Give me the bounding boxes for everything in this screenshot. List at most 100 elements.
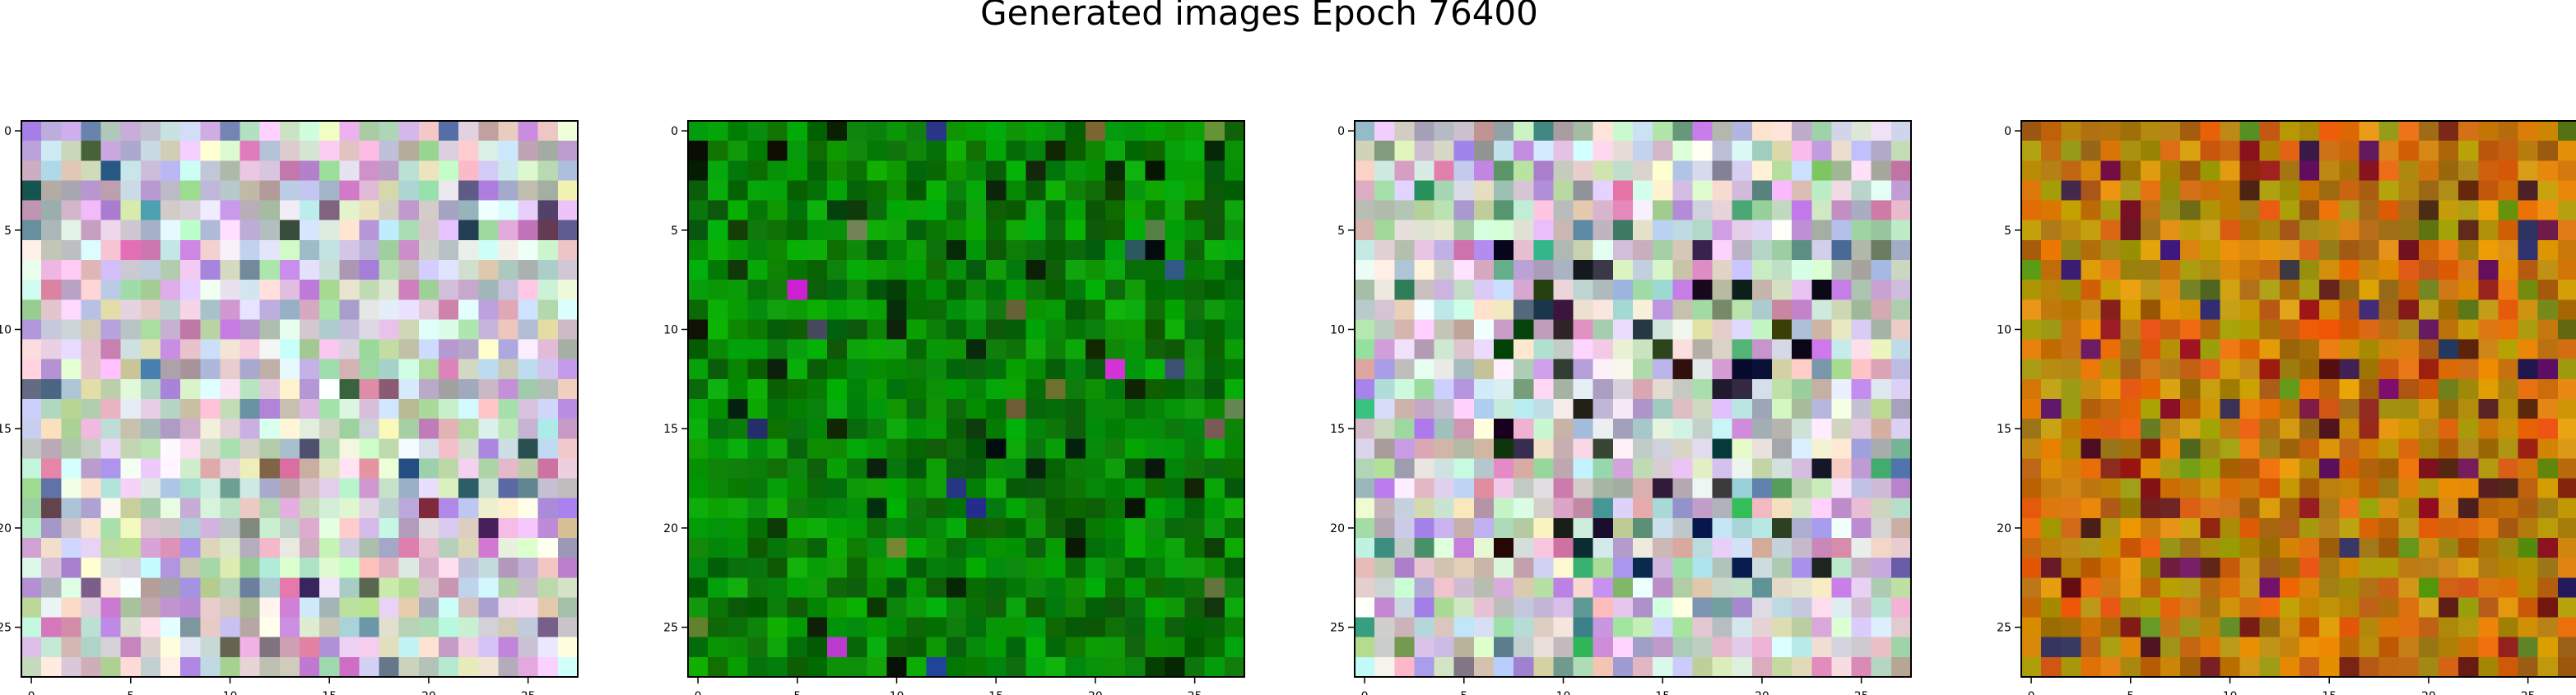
pixel — [886, 299, 908, 321]
pixel — [1204, 656, 1225, 678]
pixel — [867, 319, 888, 341]
pixel — [1473, 299, 1495, 321]
pixel — [100, 319, 122, 341]
pixel — [966, 399, 987, 419]
pixel — [1125, 160, 1146, 182]
x-tick-label: 25 — [1854, 690, 1869, 695]
pixel — [2021, 280, 2042, 300]
pixel — [478, 419, 500, 439]
pixel — [1025, 378, 1047, 400]
pixel — [1105, 656, 1126, 678]
pixel — [2418, 558, 2439, 578]
pixel — [1653, 339, 1673, 360]
pixel — [1672, 121, 1694, 141]
pixel — [1184, 558, 1206, 578]
pixel — [2478, 239, 2499, 261]
pixel — [1831, 319, 1853, 341]
pixel — [1184, 577, 1206, 599]
pixel — [220, 180, 241, 202]
pixel — [966, 419, 987, 439]
pixel — [180, 200, 201, 221]
pixel — [1374, 419, 1395, 439]
pixel — [61, 538, 82, 558]
pixel — [220, 577, 241, 599]
pixel — [1006, 538, 1027, 558]
pixel — [2200, 359, 2221, 380]
pixel — [180, 339, 201, 360]
pixel — [1025, 160, 1047, 182]
pixel — [2140, 200, 2161, 221]
pixel — [439, 200, 459, 221]
pixel — [1811, 637, 1833, 658]
pixel — [1653, 478, 1673, 499]
pixel — [1145, 558, 1166, 578]
pixel — [439, 378, 459, 400]
pixel — [827, 319, 848, 341]
pixel — [2418, 160, 2439, 182]
pixel — [2279, 200, 2300, 221]
pixel — [2061, 517, 2082, 539]
pixel — [1434, 438, 1455, 460]
pixel — [160, 498, 181, 519]
pixel — [1355, 597, 1375, 619]
pixel — [906, 359, 928, 380]
pixel — [1374, 200, 1395, 221]
pixel — [1224, 637, 1245, 658]
pixel — [1612, 498, 1634, 519]
pixel — [458, 538, 479, 558]
pixel — [1871, 558, 1892, 578]
pixel — [2081, 498, 2102, 519]
pixel — [2478, 478, 2499, 499]
pixel — [1204, 141, 1225, 161]
pixel — [1633, 299, 1653, 321]
pixel — [100, 419, 122, 439]
pixel — [498, 656, 519, 678]
pixel — [220, 399, 241, 419]
pixel — [747, 458, 769, 480]
pixel — [1772, 558, 1793, 578]
pixel — [1453, 359, 1475, 380]
pixel — [359, 160, 380, 182]
pixel — [926, 180, 947, 202]
pixel — [2100, 239, 2122, 261]
pixel — [300, 121, 320, 141]
pixel — [1065, 280, 1086, 300]
pixel — [767, 378, 788, 400]
pixel — [867, 597, 888, 619]
pixel — [1204, 200, 1225, 221]
pixel — [2518, 160, 2539, 182]
pixel — [946, 458, 967, 480]
pixel — [2279, 280, 2300, 300]
pixel — [439, 239, 459, 261]
pixel — [498, 280, 519, 300]
pixel — [1105, 378, 1126, 400]
pixel — [1025, 517, 1047, 539]
pixel — [2061, 597, 2082, 619]
pixel — [747, 280, 769, 300]
pixel — [708, 597, 728, 619]
pixel — [1890, 378, 1912, 400]
pixel — [966, 359, 987, 380]
pixel — [1204, 339, 1225, 360]
pixel — [41, 280, 62, 300]
pixel — [827, 478, 848, 499]
pixel — [498, 200, 519, 221]
pixel — [21, 378, 42, 400]
pixel — [1831, 597, 1853, 619]
pixel — [1772, 378, 1793, 400]
pixel — [1184, 339, 1206, 360]
pixel — [926, 538, 947, 558]
pixel — [986, 319, 1007, 341]
pixel — [1025, 260, 1047, 280]
pixel — [140, 339, 161, 360]
pixel — [2359, 378, 2380, 400]
pixel — [1145, 656, 1166, 678]
pixel — [1355, 160, 1375, 182]
pixel — [2398, 299, 2420, 321]
pixel — [2418, 220, 2439, 241]
pixel — [418, 399, 439, 419]
pixel — [1692, 656, 1713, 678]
pixel — [339, 299, 360, 321]
pixel — [1355, 220, 1375, 241]
pixel — [827, 617, 848, 638]
